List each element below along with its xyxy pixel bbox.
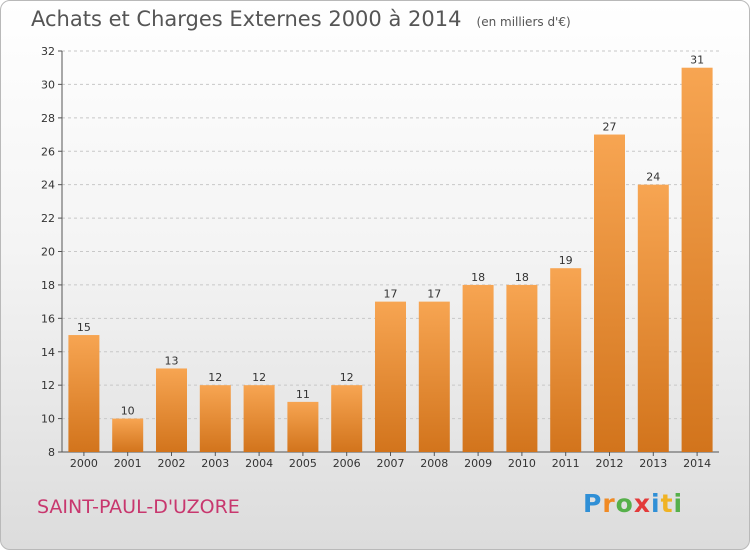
chart-title: Achats et Charges Externes 2000 à 2014 (… (31, 7, 571, 31)
y-tick-label: 16 (41, 312, 55, 325)
x-tick-label: 2004 (245, 457, 273, 470)
logo-letter: i (651, 489, 661, 518)
logo-letter: P (583, 489, 603, 518)
bar-value-label: 11 (296, 388, 310, 401)
y-tick-label: 20 (41, 246, 55, 259)
y-tick-label: 30 (41, 78, 55, 91)
bar-value-label: 15 (77, 321, 91, 334)
chart-title-unit: (en milliers d'€) (476, 15, 571, 29)
y-tick-label: 26 (41, 145, 55, 158)
x-tick-label: 2008 (420, 457, 448, 470)
bar-value-label: 13 (165, 354, 179, 367)
x-tick-label: 2005 (289, 457, 317, 470)
x-tick-label: 2001 (114, 457, 142, 470)
bar-2006[interactable] (331, 385, 363, 452)
bar-value-label: 17 (384, 288, 398, 301)
bar-2011[interactable] (550, 268, 582, 452)
bar-2002[interactable] (156, 368, 187, 452)
y-tick-label: 14 (41, 346, 55, 359)
bar-value-label: 17 (427, 288, 441, 301)
commune-name: SAINT-PAUL-D'UZORE (37, 496, 240, 518)
bar-2010[interactable] (506, 284, 538, 452)
bar-2008[interactable] (418, 301, 450, 452)
bar-2013[interactable] (637, 184, 669, 452)
bar-2014[interactable] (681, 67, 713, 452)
x-tick-label: 2009 (464, 457, 492, 470)
bar-2000[interactable] (68, 335, 100, 452)
y-tick-label: 10 (41, 413, 55, 426)
bar-2009[interactable] (462, 284, 494, 452)
y-tick-label: 8 (48, 446, 55, 459)
x-tick-label: 2006 (333, 457, 361, 470)
x-tick-label: 2014 (683, 457, 711, 470)
bar-value-label: 12 (340, 371, 354, 384)
bar-2007[interactable] (375, 301, 406, 452)
bar-layer: 15 10 13 12 12 11 12 17 17 18 18 19 27 24 31 (68, 54, 713, 452)
x-tick-label: 2003 (201, 457, 229, 470)
bar-2012[interactable] (594, 134, 625, 452)
x-tick-label: 2011 (552, 457, 580, 470)
x-tick-label: 2002 (158, 457, 186, 470)
bar-value-label: 10 (121, 405, 135, 418)
bar-value-label: 18 (515, 271, 529, 284)
bar-value-label: 12 (208, 371, 222, 384)
bar-value-label: 31 (690, 54, 704, 67)
bar-2001[interactable] (112, 418, 144, 452)
y-tick-label: 22 (41, 212, 55, 225)
y-tick-label: 32 (41, 45, 55, 58)
bar-value-label: 12 (252, 371, 266, 384)
logo-letter: t (660, 489, 674, 518)
logo-letter: i (673, 489, 684, 518)
y-tick-label: 18 (41, 279, 55, 292)
logo-letter: r (602, 489, 616, 518)
x-tick-label: 2007 (377, 457, 405, 470)
bar-2005[interactable] (287, 401, 319, 452)
chart-title-main: Achats et Charges Externes 2000 à 2014 (31, 7, 462, 31)
bar-value-label: 19 (559, 254, 573, 267)
logo-letter: x (633, 489, 651, 518)
bar-2004[interactable] (243, 385, 275, 452)
bar-value-label: 27 (603, 121, 617, 134)
axis-layer: 8 10 12 14 16 18 20 22 24 26 28 30 32 2000 2001 2002 200… (41, 45, 719, 470)
x-tick-label: 2012 (596, 457, 624, 470)
y-tick-label: 12 (41, 379, 55, 392)
logo-letter: o (615, 489, 634, 518)
x-tick-label: 2013 (639, 457, 667, 470)
proxiti-logo[interactable]: Proxiti (583, 489, 683, 518)
bar-value-label: 18 (471, 271, 485, 284)
bar-2003[interactable] (199, 385, 231, 452)
y-tick-label: 28 (41, 112, 55, 125)
x-tick-label: 2010 (508, 457, 536, 470)
y-tick-label: 24 (41, 179, 55, 192)
x-tick-label: 2000 (70, 457, 98, 470)
bar-value-label: 24 (646, 171, 660, 184)
